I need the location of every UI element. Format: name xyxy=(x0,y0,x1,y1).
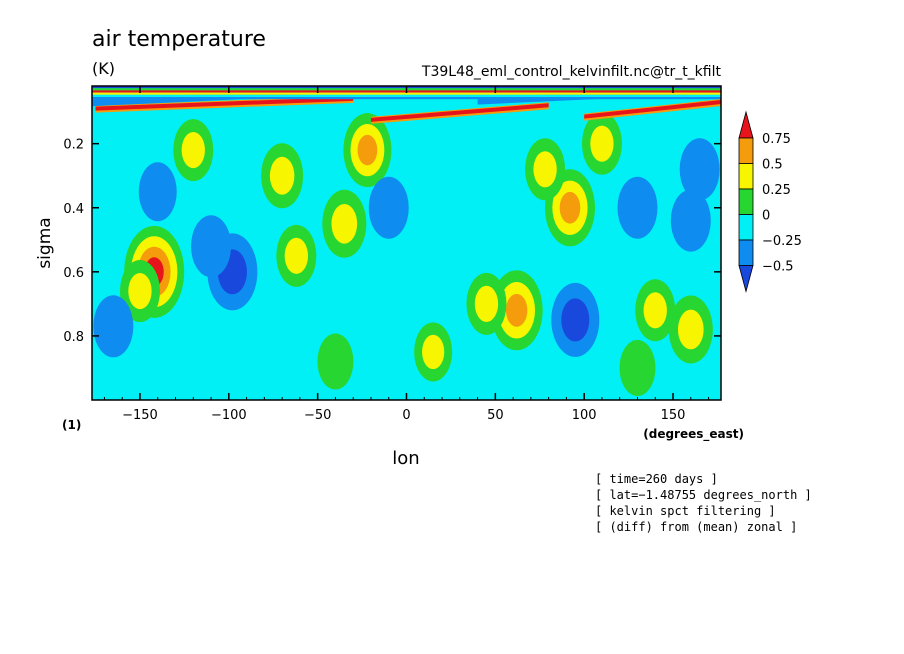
field-feature xyxy=(138,162,177,222)
field-stripe xyxy=(92,97,721,100)
colorbar-segment xyxy=(738,137,754,164)
info-box: [ time=260 days ] [ lat=−1.48755 degrees_… xyxy=(595,472,812,534)
field-feature xyxy=(269,156,295,195)
field-feature xyxy=(317,333,354,390)
field-feature xyxy=(181,131,205,169)
colorbar-label: −0.25 xyxy=(762,234,802,249)
field-band xyxy=(584,100,721,119)
field-feature xyxy=(505,293,528,327)
field-feature xyxy=(284,237,309,274)
y-tick-label: 0.4 xyxy=(63,202,84,217)
field-feature xyxy=(670,189,711,252)
field-feature xyxy=(357,134,378,166)
colorbar-segment xyxy=(738,265,754,294)
x-tick-label: 100 xyxy=(572,408,597,423)
field-feature xyxy=(679,138,720,201)
field-feature xyxy=(331,203,358,244)
y-tick-label: 0.2 xyxy=(63,138,84,153)
y-tick-label: 0.8 xyxy=(63,330,84,345)
field-feature xyxy=(643,292,667,329)
x-axis-label: lon xyxy=(392,448,419,469)
y-units-label: (1) xyxy=(62,418,81,432)
field-feature xyxy=(617,176,658,239)
colorbar-segment xyxy=(738,239,754,266)
field-feature xyxy=(93,295,134,358)
field-feature xyxy=(474,285,499,322)
colorbar-segment xyxy=(738,188,754,215)
colorbar-label: 0 xyxy=(762,209,770,224)
x-tick-label: 50 xyxy=(487,408,504,423)
colorbar-segment xyxy=(738,163,754,190)
field-band xyxy=(370,103,549,122)
x-tick-label: −150 xyxy=(122,408,158,423)
field-feature xyxy=(561,298,590,342)
info-line: [ (diff) from (mean) zonal ] xyxy=(595,520,797,534)
field-stripe xyxy=(92,92,721,95)
x-tick-label: 150 xyxy=(661,408,686,423)
field-band xyxy=(95,96,354,111)
info-line: [ time=260 days ] xyxy=(595,472,718,486)
units-label: (K) xyxy=(92,59,115,78)
field-feature xyxy=(422,334,445,370)
field-feature xyxy=(677,309,704,350)
field-feature xyxy=(559,191,581,224)
contour-field xyxy=(92,86,721,400)
colorbar-label: −0.5 xyxy=(762,260,794,275)
y-axis-label: sigma xyxy=(35,217,55,268)
field-feature xyxy=(128,272,152,310)
x-tick-label: 0 xyxy=(402,408,410,423)
field-feature xyxy=(590,125,614,162)
x-tick-label: −50 xyxy=(304,408,331,423)
colorbar-segment xyxy=(738,110,754,139)
source-label: T39L48_eml_control_kelvinfilt.nc@tr_t_kf… xyxy=(421,64,722,80)
y-tick-label: 0.6 xyxy=(63,266,84,281)
chart-title: air temperature xyxy=(92,27,266,52)
field-feature xyxy=(533,151,557,188)
colorbar-label: 0.75 xyxy=(762,132,791,147)
info-line: [ lat=−1.48755 degrees_north ] xyxy=(595,488,812,502)
field-feature xyxy=(191,215,232,278)
field-stripe xyxy=(92,94,721,97)
x-tick-label: −100 xyxy=(211,408,247,423)
field-feature xyxy=(619,339,656,396)
x-units-label: (degrees_east) xyxy=(643,427,744,442)
colorbar-label: 0.5 xyxy=(762,158,783,173)
colorbar-label: 0.25 xyxy=(762,183,791,198)
field-feature xyxy=(368,176,409,239)
info-line: [ kelvin spct filtering ] xyxy=(595,504,776,518)
colorbar: 0.75 0.5 0.25 0 −0.25 −0.5 xyxy=(738,110,802,294)
colorbar-segment xyxy=(738,214,754,241)
